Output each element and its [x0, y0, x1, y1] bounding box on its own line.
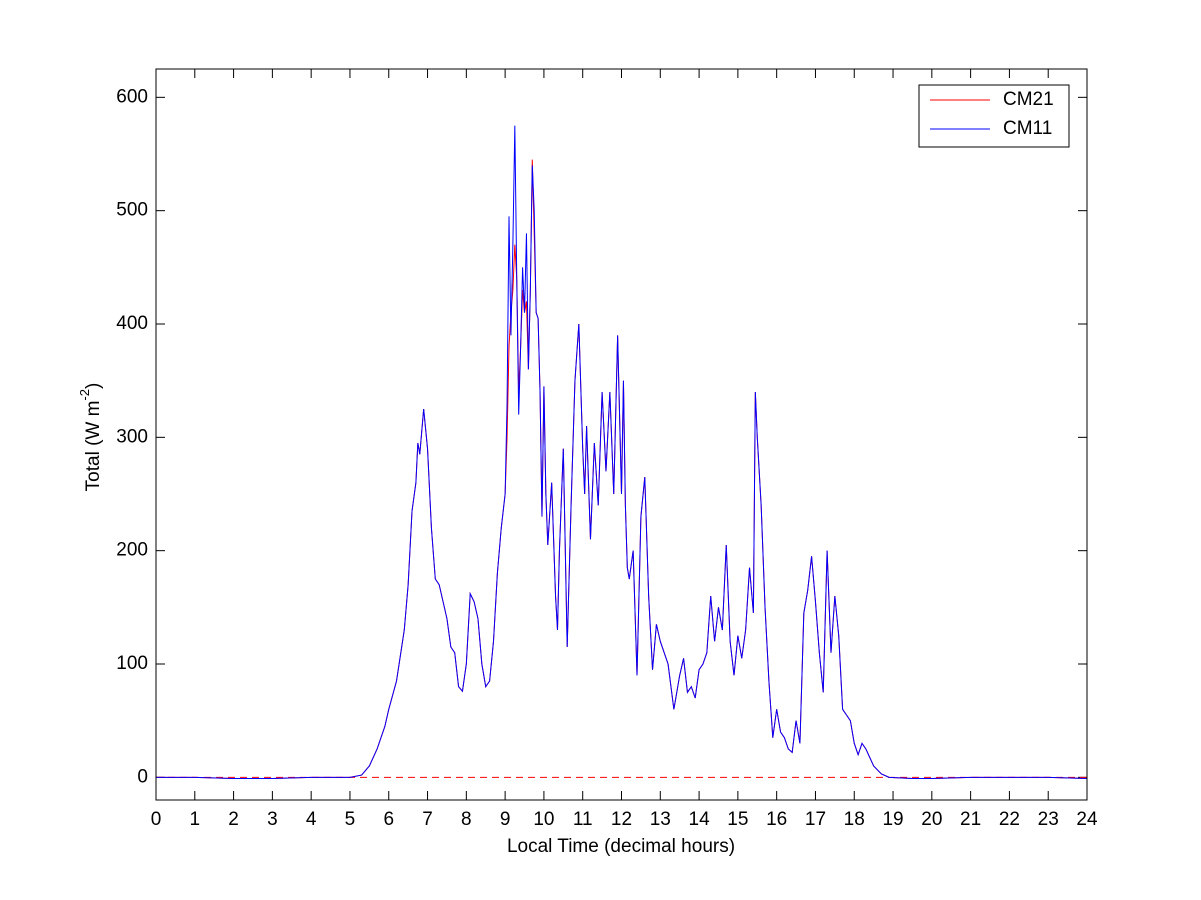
x-tick-label: 24: [1076, 809, 1098, 830]
y-tick-label: 0: [137, 766, 148, 787]
x-tick-label: 20: [921, 809, 942, 830]
x-tick-label: 9: [500, 809, 511, 830]
x-tick-label: 0: [151, 809, 162, 830]
x-tick-label: 18: [844, 809, 865, 830]
x-tick-label: 23: [1038, 809, 1059, 830]
x-tick-label: 5: [345, 809, 356, 830]
x-tick-label: 17: [805, 809, 826, 830]
x-tick-label: 22: [999, 809, 1020, 830]
x-tick-label: 1: [190, 809, 201, 830]
x-tick-label: 3: [267, 809, 278, 830]
plot-frame: [155, 68, 1088, 801]
y-tick-label: 500: [116, 200, 148, 221]
x-tick-label: 21: [960, 809, 981, 830]
x-tick-label: 19: [882, 809, 903, 830]
plot-area: [156, 69, 1087, 800]
y-tick-label: 600: [116, 86, 148, 107]
x-tick-label: 7: [422, 809, 433, 830]
y-tick-label: 400: [116, 313, 148, 334]
x-tick-label: 16: [766, 809, 787, 830]
legend-label: CM11: [1003, 118, 1052, 139]
x-tick-label: 4: [306, 809, 317, 830]
x-tick-label: 6: [383, 809, 394, 830]
y-label-sup: -2: [77, 389, 92, 401]
x-tick-label: 2: [228, 809, 239, 830]
x-tick-label: 13: [650, 809, 671, 830]
y-label-end: ): [83, 383, 104, 389]
y-tick-label: 300: [116, 426, 148, 447]
x-tick-label: 11: [573, 809, 593, 830]
y-tick-label: 100: [116, 653, 148, 674]
data-line: [156, 125, 1088, 779]
x-tick-label: 15: [727, 809, 748, 830]
x-tick-label: 14: [689, 809, 711, 830]
legend-label: CM21: [1003, 89, 1054, 110]
x-tick-label: 8: [461, 809, 472, 830]
x-tick-label: 10: [533, 809, 554, 830]
legend-box: [918, 84, 1070, 148]
y-tick-label: 200: [116, 540, 148, 561]
y-label-main: Total (W m: [83, 401, 104, 492]
x-axis-label: Local Time (decimal hours): [507, 836, 735, 857]
y-axis-label: Total (W m-2): [77, 383, 104, 492]
x-tick-label: 12: [611, 809, 632, 830]
